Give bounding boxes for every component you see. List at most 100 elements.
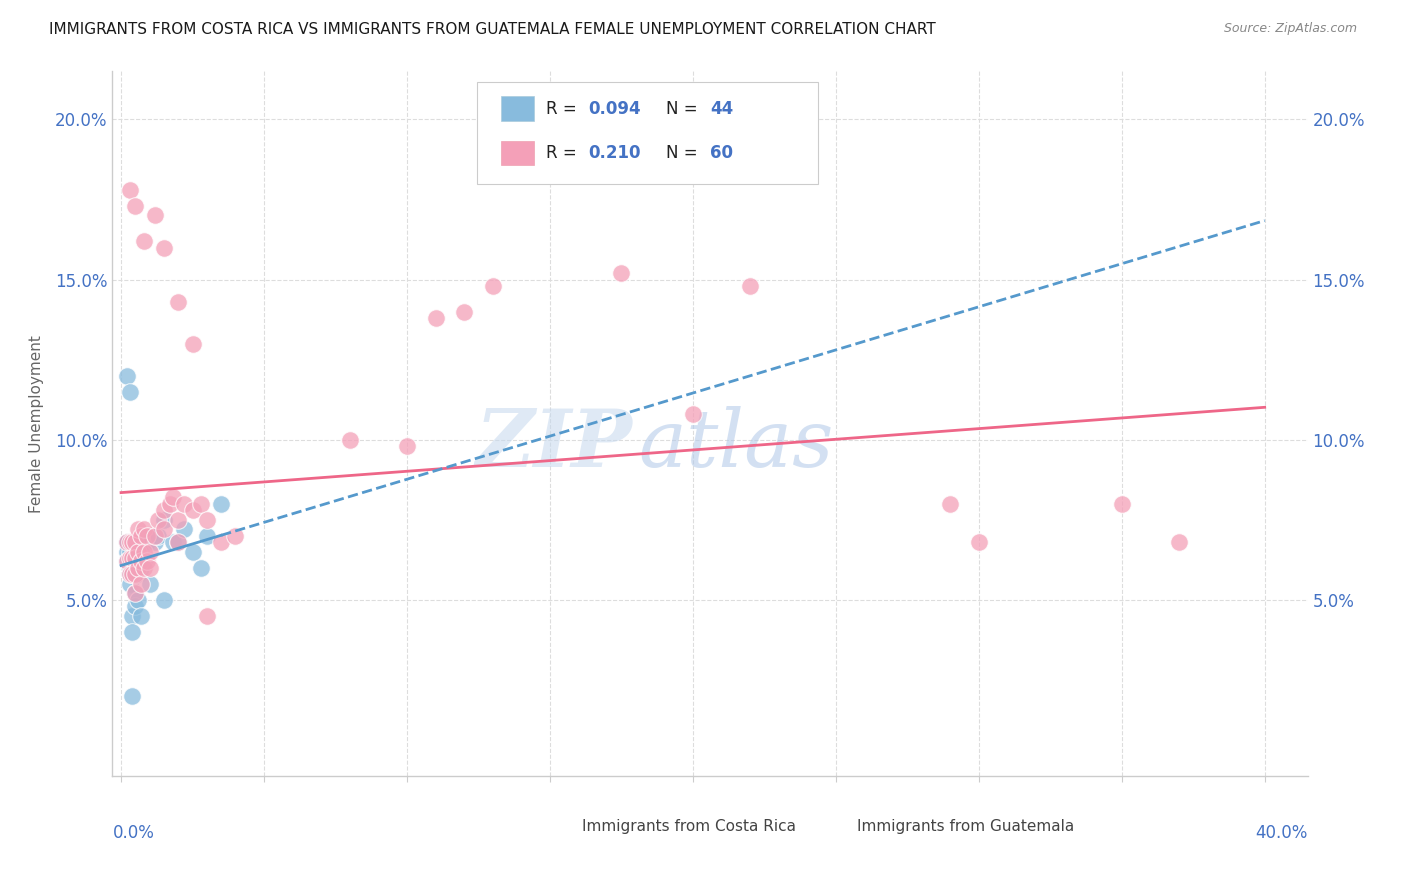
Point [181, 503, 204, 517]
Point [121, 624, 143, 639]
Point [132, 535, 155, 549]
Point [121, 535, 143, 549]
Point [145, 529, 167, 543]
Point [124, 551, 146, 566]
Text: 40.0%: 40.0% [1256, 824, 1308, 842]
Point [224, 529, 246, 543]
Point [115, 368, 138, 383]
Point [138, 529, 160, 543]
Point [138, 561, 160, 575]
FancyBboxPatch shape [818, 814, 848, 840]
FancyBboxPatch shape [543, 814, 572, 840]
Point [121, 551, 143, 566]
Point [159, 497, 181, 511]
Point [121, 567, 143, 582]
Point [127, 545, 149, 559]
Point [118, 561, 141, 575]
Point [135, 529, 157, 543]
Point [162, 535, 184, 549]
Point [118, 535, 141, 549]
Point [145, 209, 167, 223]
Point [124, 586, 146, 600]
Point [138, 545, 160, 559]
Point [118, 545, 141, 559]
Point [395, 439, 418, 453]
Point [167, 295, 190, 310]
Point [138, 577, 160, 591]
Point [738, 279, 761, 293]
Text: R =: R = [547, 100, 582, 118]
Point [118, 567, 141, 582]
Point [115, 554, 138, 568]
Text: 44: 44 [710, 100, 734, 118]
Point [124, 199, 146, 213]
Point [682, 407, 704, 421]
Point [195, 513, 218, 527]
Point [121, 567, 143, 582]
Point [153, 523, 176, 537]
Point [167, 513, 190, 527]
Point [181, 336, 204, 351]
Point [127, 561, 149, 575]
Point [115, 535, 138, 549]
Point [153, 513, 176, 527]
Point [124, 551, 146, 566]
Text: Immigrants from Costa Rica: Immigrants from Costa Rica [582, 819, 796, 834]
FancyBboxPatch shape [477, 82, 818, 184]
Text: Source: ZipAtlas.com: Source: ZipAtlas.com [1223, 22, 1357, 36]
Point [129, 529, 152, 543]
Point [145, 535, 167, 549]
Point [135, 554, 157, 568]
Text: Immigrants from Guatemala: Immigrants from Guatemala [858, 819, 1074, 834]
Text: 0.094: 0.094 [588, 100, 641, 118]
Point [610, 266, 633, 280]
Point [132, 554, 155, 568]
Point [425, 310, 447, 325]
Point [167, 535, 190, 549]
Point [129, 561, 152, 575]
Point [127, 545, 149, 559]
Point [118, 567, 141, 582]
Text: N =: N = [666, 100, 703, 118]
Point [124, 535, 146, 549]
Point [939, 497, 962, 511]
Point [148, 529, 170, 543]
Text: IMMIGRANTS FROM COSTA RICA VS IMMIGRANTS FROM GUATEMALA FEMALE UNEMPLOYMENT CORR: IMMIGRANTS FROM COSTA RICA VS IMMIGRANTS… [49, 22, 936, 37]
Point [1111, 497, 1133, 511]
Point [148, 513, 170, 527]
Point [129, 545, 152, 559]
Point [127, 561, 149, 575]
Point [124, 567, 146, 582]
Point [167, 535, 190, 549]
Text: N =: N = [666, 144, 703, 161]
Point [132, 561, 155, 575]
Text: R =: R = [547, 144, 582, 161]
Point [153, 592, 176, 607]
Point [118, 554, 141, 568]
Text: ZIP: ZIP [475, 406, 633, 483]
Point [1167, 535, 1189, 549]
FancyBboxPatch shape [501, 96, 534, 120]
FancyBboxPatch shape [501, 141, 534, 165]
Text: atlas: atlas [638, 406, 834, 483]
Point [173, 523, 195, 537]
Point [209, 535, 232, 549]
Point [135, 535, 157, 549]
Point [129, 554, 152, 568]
Point [115, 554, 138, 568]
Point [127, 523, 149, 537]
Point [127, 592, 149, 607]
Point [129, 608, 152, 623]
Point [124, 545, 146, 559]
Point [129, 577, 152, 591]
Point [132, 523, 155, 537]
Point [121, 608, 143, 623]
Point [115, 535, 138, 549]
Point [209, 497, 232, 511]
Point [967, 535, 990, 549]
Point [153, 503, 176, 517]
Point [121, 689, 143, 703]
Point [124, 586, 146, 600]
Point [453, 304, 475, 318]
Point [115, 535, 138, 549]
